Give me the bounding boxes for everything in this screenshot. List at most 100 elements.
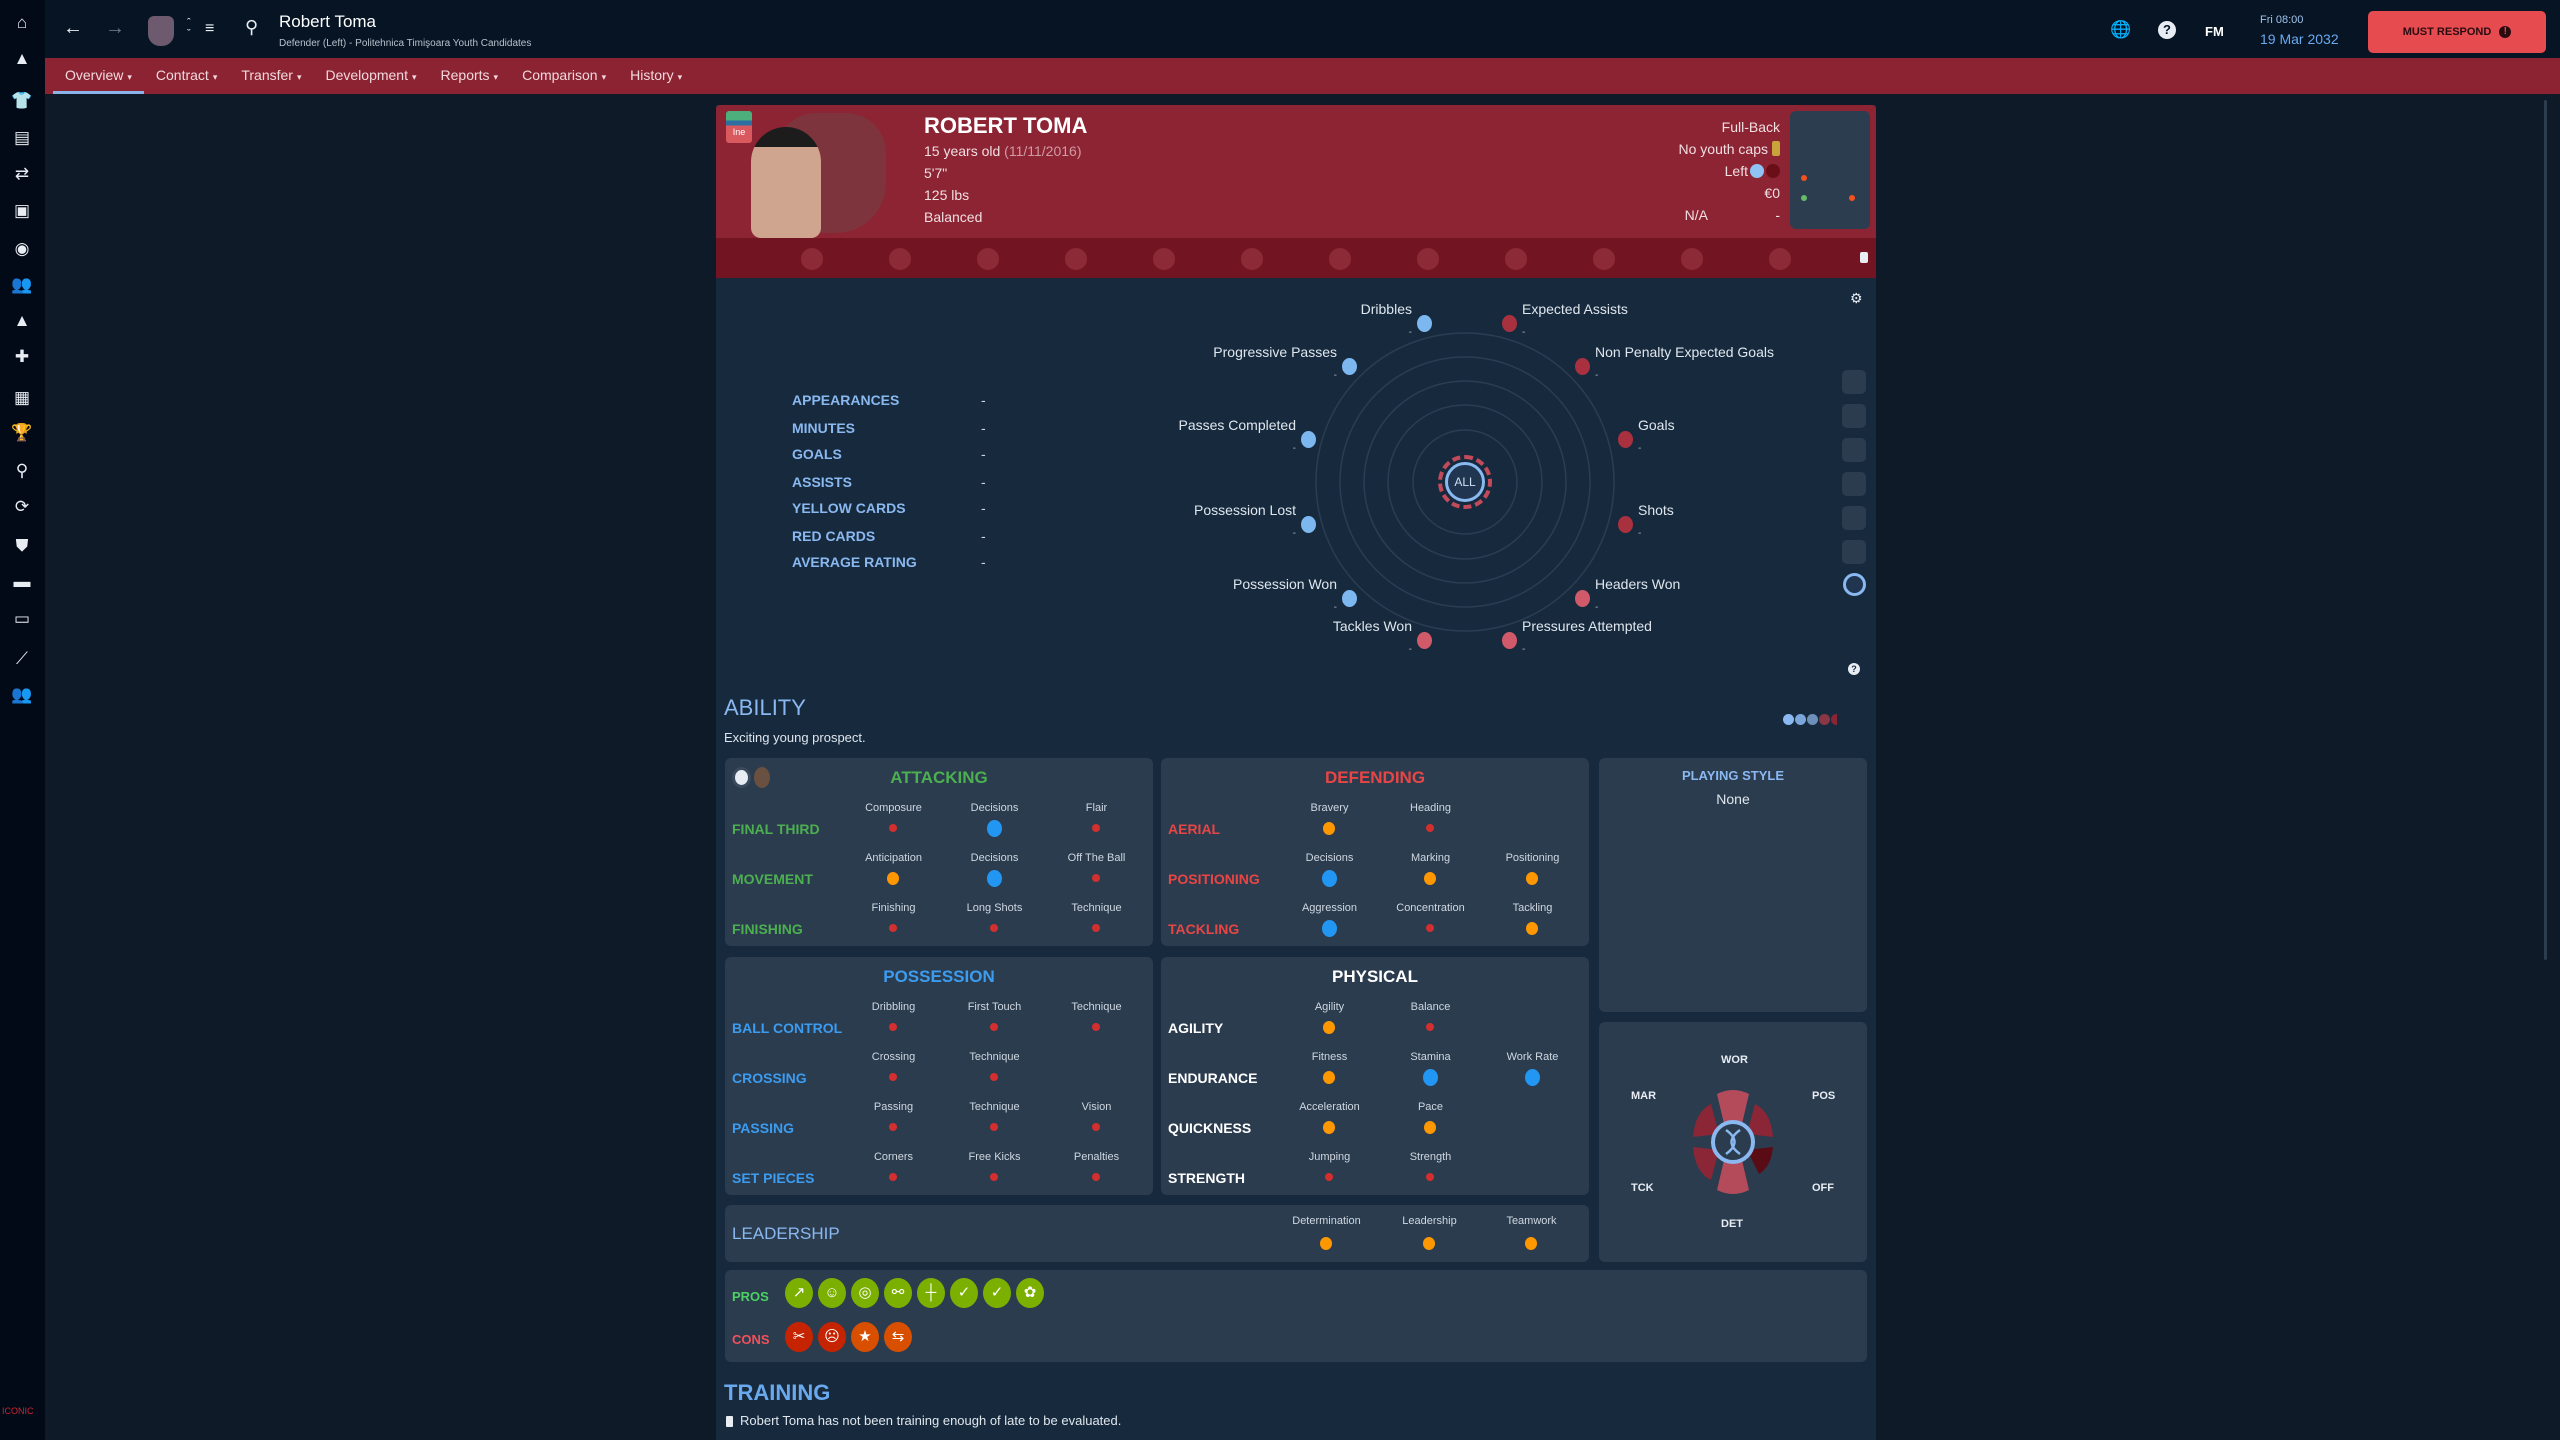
attribute-name[interactable]: Technique <box>1071 902 1122 914</box>
attribute-name[interactable]: Acceleration <box>1299 1101 1360 1113</box>
attribute-name[interactable]: Technique <box>969 1051 1020 1063</box>
scouting-icon[interactable]: ▲ <box>13 311 31 330</box>
improving-trend-icon[interactable]: ↗ <box>785 1278 813 1308</box>
attribute-name[interactable]: Decisions <box>970 802 1019 814</box>
attribute-name[interactable]: Penalties <box>1073 1151 1120 1163</box>
attribute-name[interactable]: Aggression <box>1301 902 1358 914</box>
attribute-name[interactable]: Fitness <box>1311 1051 1348 1063</box>
schedule-icon[interactable]: ▦ <box>13 388 31 407</box>
attribute-name[interactable]: Concentration <box>1396 902 1465 914</box>
attribute-name[interactable]: Anticipation <box>865 852 922 864</box>
radar-point[interactable] <box>1575 358 1590 375</box>
attribute-name[interactable]: Stamina <box>1410 1051 1451 1063</box>
medical-icon[interactable]: ✚ <box>14 347 30 366</box>
tab-development[interactable]: Development ▾ <box>313 58 428 94</box>
mental-weak-icon[interactable]: ☹ <box>818 1322 846 1352</box>
attribute-name[interactable]: Off The Ball <box>1067 852 1126 864</box>
fm-menu-button[interactable]: FM <box>2205 24 2224 39</box>
signpost-icon[interactable]: ┼ <box>917 1278 945 1308</box>
tab-transfer[interactable]: Transfer ▾ <box>229 58 313 94</box>
role-filter-icon[interactable] <box>1842 404 1866 428</box>
radar-point[interactable] <box>1417 632 1432 649</box>
transfers-icon[interactable]: ⇄ <box>14 164 30 183</box>
role-filter-icon[interactable] <box>1842 540 1866 564</box>
broken-link-icon[interactable]: ✂ <box>785 1322 813 1352</box>
mental-icon[interactable]: ☺ <box>818 1278 846 1308</box>
role-filter-icon[interactable] <box>1842 472 1866 496</box>
attribute-highlight-icon[interactable] <box>1329 248 1351 270</box>
attribute-name[interactable]: Agility <box>1314 1001 1345 1013</box>
attribute-name[interactable]: Work Rate <box>1506 1051 1559 1063</box>
attribute-highlight-icon[interactable] <box>1681 248 1703 270</box>
role-filter-icon[interactable] <box>1842 370 1866 394</box>
role-filter-icon[interactable] <box>1842 506 1866 530</box>
growth-report-icon[interactable]: ✿ <box>1016 1278 1044 1308</box>
attribute-name[interactable]: Bravery <box>1310 802 1349 814</box>
home-icon[interactable]: ⌂ <box>16 13 28 32</box>
club-info-icon[interactable]: ⛊ <box>15 536 29 555</box>
attribute-name[interactable]: Determination <box>1292 1215 1361 1227</box>
tab-history[interactable]: History ▾ <box>618 58 694 94</box>
attribute-name[interactable]: Composure <box>865 802 922 814</box>
radar-point[interactable] <box>1618 516 1633 533</box>
development-icon[interactable]: ⟋ <box>16 649 28 668</box>
report-check-icon[interactable]: ✓ <box>983 1278 1011 1308</box>
attribute-name[interactable]: Jumping <box>1308 1151 1351 1163</box>
attribute-name[interactable]: Flair <box>1085 802 1108 814</box>
report-check-icon[interactable]: ✓ <box>950 1278 978 1308</box>
club-crest[interactable] <box>148 16 174 46</box>
attribute-name[interactable]: Marking <box>1410 852 1451 864</box>
list-icon[interactable] <box>1860 252 1868 263</box>
finances-icon[interactable]: ▭ <box>13 609 31 628</box>
dynamics-icon[interactable]: ▣ <box>13 201 31 220</box>
menu-icon[interactable]: ≡ <box>205 20 215 37</box>
tab-reports[interactable]: Reports ▾ <box>429 58 511 94</box>
tactics-clipboard-icon[interactable]: ▤ <box>13 128 31 147</box>
radar-all-button[interactable]: ALL <box>1438 455 1492 509</box>
attribute-highlight-icon[interactable] <box>1769 248 1791 270</box>
attribute-highlight-icon[interactable] <box>801 248 823 270</box>
radar-point[interactable] <box>1618 431 1633 448</box>
radar-point[interactable] <box>1342 590 1357 607</box>
player-search-icon[interactable]: ⟳ <box>14 497 30 516</box>
attribute-name[interactable]: Dribbling <box>871 1001 916 1013</box>
competitions-icon[interactable]: 🏆 <box>11 423 33 442</box>
globe-icon[interactable]: 🌐 <box>2110 20 2132 39</box>
swap-arrows-icon[interactable]: ⇆ <box>884 1322 912 1352</box>
attribute-name[interactable]: First Touch <box>967 1001 1022 1013</box>
attribute-highlight-icon[interactable] <box>889 248 911 270</box>
tab-overview[interactable]: Overview ▾ <box>53 58 144 94</box>
radar-point[interactable] <box>1301 431 1316 448</box>
radar-point[interactable] <box>1342 358 1357 375</box>
search-icon[interactable]: ⚲ <box>245 17 259 37</box>
staff-icon[interactable]: 👥 <box>11 275 33 294</box>
radar-point[interactable] <box>1417 315 1432 332</box>
help-icon[interactable]: ? <box>2158 21 2176 39</box>
attribute-name[interactable]: Passing <box>873 1101 914 1113</box>
attribute-name[interactable]: Leadership <box>1402 1215 1457 1227</box>
youth-u19-icon[interactable]: 👥 <box>11 685 33 704</box>
attribute-name[interactable]: Tackling <box>1512 902 1553 914</box>
star-icon[interactable]: ★ <box>851 1322 879 1352</box>
inbox-icon[interactable]: ▲ <box>13 49 31 68</box>
attribute-name[interactable]: Balance <box>1410 1001 1451 1013</box>
role-filter-icon[interactable] <box>1842 438 1866 462</box>
link-icon[interactable]: ⚯ <box>884 1278 912 1308</box>
attribute-name[interactable]: Long Shots <box>966 902 1023 914</box>
help-icon[interactable]: ? <box>1848 663 1860 675</box>
position-pitch-map[interactable] <box>1790 111 1870 229</box>
game-date[interactable]: 19 Mar 2032 <box>2260 31 2339 47</box>
attribute-highlight-icon[interactable] <box>1593 248 1615 270</box>
settings-gear-icon[interactable]: ⚙ <box>1850 290 1863 306</box>
attribute-name[interactable]: Heading <box>1410 802 1451 814</box>
attribute-name[interactable]: Vision <box>1081 1101 1112 1113</box>
squad-shirt-icon[interactable]: 👕 <box>11 91 33 110</box>
attribute-highlight-icon[interactable] <box>1241 248 1263 270</box>
tab-contract[interactable]: Contract ▾ <box>144 58 229 94</box>
attribute-name[interactable]: Decisions <box>1305 852 1354 864</box>
attribute-name[interactable]: Positioning <box>1505 852 1560 864</box>
attribute-name[interactable]: Strength <box>1409 1151 1452 1163</box>
radar-point[interactable] <box>1502 315 1517 332</box>
attribute-name[interactable]: Finishing <box>871 902 916 914</box>
